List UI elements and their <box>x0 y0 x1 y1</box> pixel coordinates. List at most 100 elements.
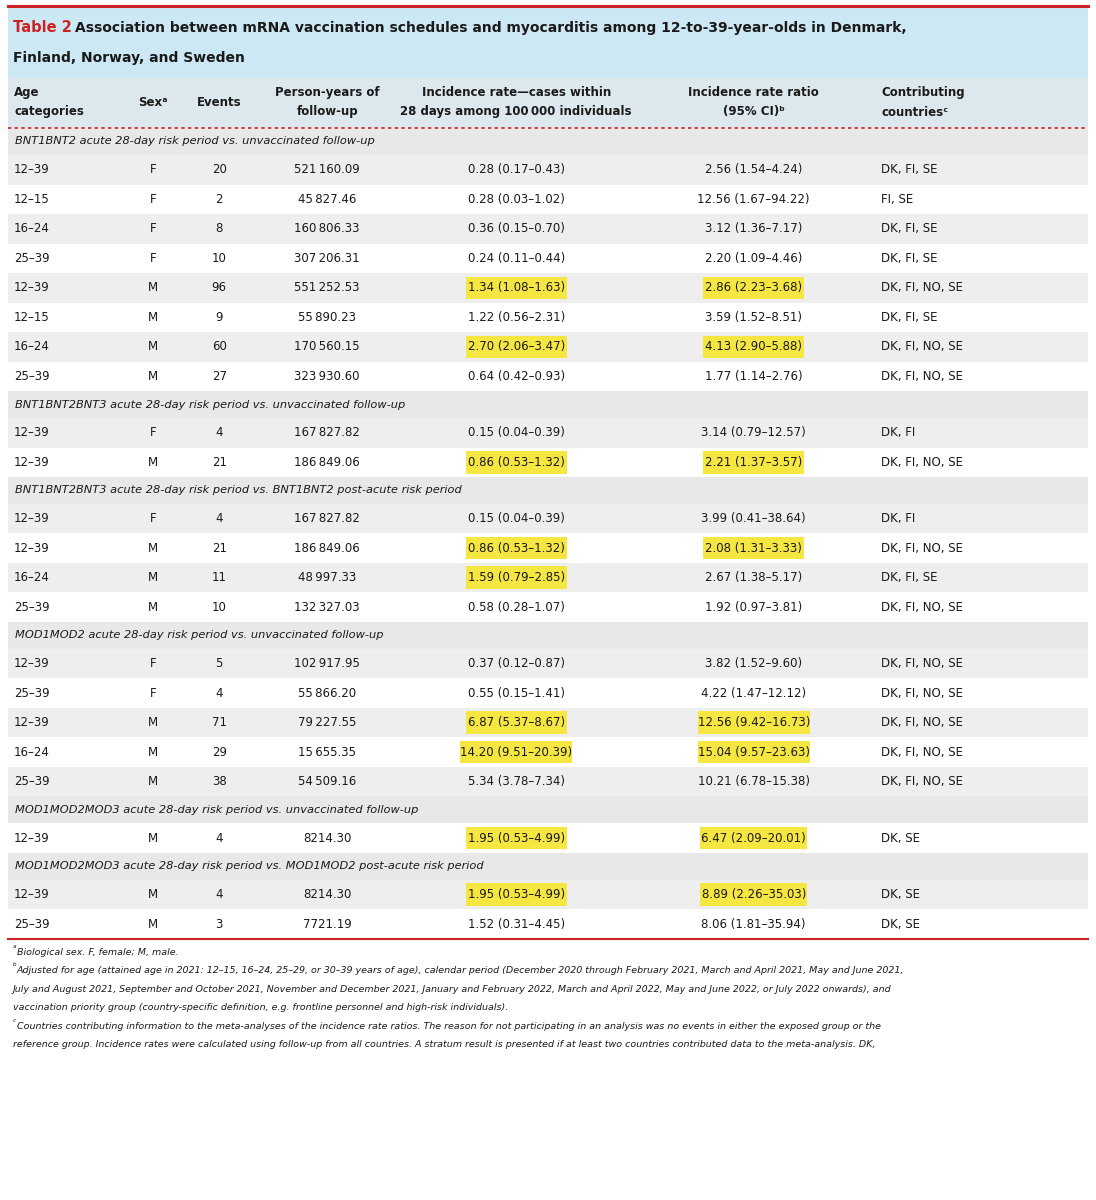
Text: 11: 11 <box>212 571 227 584</box>
Text: 16–24: 16–24 <box>14 745 50 758</box>
Text: 79 227.55: 79 227.55 <box>298 716 356 730</box>
Text: 15 655.35: 15 655.35 <box>298 745 356 758</box>
Text: 0.24 (0.11–0.44): 0.24 (0.11–0.44) <box>468 252 564 265</box>
Text: F: F <box>149 686 156 700</box>
Text: DK, FI, SE: DK, FI, SE <box>881 252 938 265</box>
Text: 4: 4 <box>216 426 222 439</box>
Text: July and August 2021, September and October 2021, November and December 2021, Ja: July and August 2021, September and Octo… <box>13 985 892 994</box>
Text: 16–24: 16–24 <box>14 341 50 353</box>
Text: 3.82 (1.52–9.60): 3.82 (1.52–9.60) <box>705 658 802 671</box>
Text: Association between mRNA vaccination schedules and myocarditis among 12-to-39-ye: Association between mRNA vaccination sch… <box>75 20 906 35</box>
Bar <box>8 391 1088 418</box>
Text: Adjusted for age (attained age in 2021: 12–15, 16–24, 25–29, or 30–39 years of a: Adjusted for age (attained age in 2021: … <box>18 966 904 976</box>
Text: 12–39: 12–39 <box>14 541 49 554</box>
Text: 102 917.95: 102 917.95 <box>294 658 361 671</box>
Text: 71: 71 <box>212 716 227 730</box>
Text: 170 560.15: 170 560.15 <box>295 341 359 353</box>
Text: countriesᶜ: countriesᶜ <box>881 106 948 119</box>
Bar <box>8 155 1088 185</box>
Text: 3: 3 <box>216 918 222 931</box>
Text: F: F <box>149 163 156 176</box>
Text: (95% CI)ᵇ: (95% CI)ᵇ <box>722 106 785 119</box>
Text: DK, FI, NO, SE: DK, FI, NO, SE <box>881 601 963 613</box>
Text: M: M <box>148 370 158 383</box>
Text: 2.20 (1.09–4.46): 2.20 (1.09–4.46) <box>705 252 802 265</box>
Text: Contributing: Contributing <box>881 85 964 98</box>
Text: 10: 10 <box>212 252 227 265</box>
Text: 45 827.46: 45 827.46 <box>298 193 356 205</box>
Text: M: M <box>148 281 158 294</box>
Text: 8.06 (1.81–35.94): 8.06 (1.81–35.94) <box>701 918 806 931</box>
Text: M: M <box>148 888 158 901</box>
Text: BNT1BNT2BNT3 acute 28-day risk period vs. BNT1BNT2 post-acute risk period: BNT1BNT2BNT3 acute 28-day risk period vs… <box>15 486 461 496</box>
Text: DK, FI, NO, SE: DK, FI, NO, SE <box>881 658 963 671</box>
Text: 167 827.82: 167 827.82 <box>294 512 361 526</box>
Bar <box>697 712 810 734</box>
Text: 4: 4 <box>216 512 222 526</box>
Bar <box>697 740 810 763</box>
Text: 8: 8 <box>216 222 222 235</box>
Text: 21: 21 <box>212 456 227 469</box>
Text: 12–39: 12–39 <box>14 456 49 469</box>
Text: DK, FI, SE: DK, FI, SE <box>881 311 938 324</box>
Text: 25–39: 25–39 <box>14 252 49 265</box>
Text: 132 327.03: 132 327.03 <box>295 601 359 613</box>
Text: 323 930.60: 323 930.60 <box>295 370 359 383</box>
Text: FI, SE: FI, SE <box>881 193 913 205</box>
Text: Biological sex. F, female; M, male.: Biological sex. F, female; M, male. <box>18 948 179 956</box>
Text: 55 866.20: 55 866.20 <box>298 686 356 700</box>
Text: 1.52 (0.31–4.45): 1.52 (0.31–4.45) <box>468 918 564 931</box>
Text: 1.95 (0.53–4.99): 1.95 (0.53–4.99) <box>468 888 564 901</box>
Text: M: M <box>148 541 158 554</box>
Text: 2.67 (1.38–5.17): 2.67 (1.38–5.17) <box>705 571 802 584</box>
Text: 4: 4 <box>216 686 222 700</box>
Text: 0.37 (0.12–0.87): 0.37 (0.12–0.87) <box>468 658 564 671</box>
Text: Table 2: Table 2 <box>13 20 72 35</box>
Text: MOD1MOD2MOD3 acute 28-day risk period vs. unvaccinated follow-up: MOD1MOD2MOD3 acute 28-day risk period vs… <box>15 805 419 815</box>
Text: 60: 60 <box>212 341 227 353</box>
Bar <box>8 418 1088 448</box>
Text: 15.04 (9.57–23.63): 15.04 (9.57–23.63) <box>698 745 810 758</box>
Bar <box>8 678 1088 708</box>
Text: 12–39: 12–39 <box>14 426 49 439</box>
Text: 12–39: 12–39 <box>14 888 49 901</box>
Bar <box>466 712 567 734</box>
Text: 0.28 (0.03–1.02): 0.28 (0.03–1.02) <box>468 193 564 205</box>
Text: DK, FI, NO, SE: DK, FI, NO, SE <box>881 341 963 353</box>
Text: DK, FI, NO, SE: DK, FI, NO, SE <box>881 456 963 469</box>
Bar <box>8 448 1088 476</box>
Text: Countries contributing information to the meta-analyses of the incidence rate ra: Countries contributing information to th… <box>18 1022 881 1031</box>
Text: 0.64 (0.42–0.93): 0.64 (0.42–0.93) <box>468 370 564 383</box>
Text: DK, FI, NO, SE: DK, FI, NO, SE <box>881 370 963 383</box>
Text: M: M <box>148 918 158 931</box>
Text: 8214.30: 8214.30 <box>302 888 352 901</box>
Text: 3.99 (0.41–38.64): 3.99 (0.41–38.64) <box>701 512 806 526</box>
Text: Age: Age <box>14 85 39 98</box>
Text: Events: Events <box>197 96 241 109</box>
Text: 3.14 (0.79–12.57): 3.14 (0.79–12.57) <box>701 426 807 439</box>
Text: 25–39: 25–39 <box>14 370 49 383</box>
Text: DK, SE: DK, SE <box>881 888 921 901</box>
Text: 1.77 (1.14–2.76): 1.77 (1.14–2.76) <box>705 370 802 383</box>
Bar <box>704 336 804 358</box>
Text: 12.56 (9.42–16.73): 12.56 (9.42–16.73) <box>697 716 810 730</box>
Text: M: M <box>148 311 158 324</box>
Text: DK, FI, SE: DK, FI, SE <box>881 222 938 235</box>
Bar <box>704 451 804 474</box>
Bar <box>704 536 804 559</box>
Text: 307 206.31: 307 206.31 <box>295 252 359 265</box>
Text: 38: 38 <box>212 775 227 788</box>
Text: 6.87 (5.37–8.67): 6.87 (5.37–8.67) <box>468 716 564 730</box>
Text: DK, FI, NO, SE: DK, FI, NO, SE <box>881 686 963 700</box>
Bar <box>700 883 807 906</box>
Text: DK, FI, SE: DK, FI, SE <box>881 163 938 176</box>
Text: 25–39: 25–39 <box>14 775 49 788</box>
Bar <box>8 563 1088 593</box>
Bar <box>8 797 1088 823</box>
Text: 0.15 (0.04–0.39): 0.15 (0.04–0.39) <box>468 426 564 439</box>
Text: 96: 96 <box>212 281 227 294</box>
Text: 8214.30: 8214.30 <box>302 832 352 845</box>
Text: 12–39: 12–39 <box>14 716 49 730</box>
Text: ᵇ: ᵇ <box>13 962 16 971</box>
Text: 4.13 (2.90–5.88): 4.13 (2.90–5.88) <box>705 341 802 353</box>
